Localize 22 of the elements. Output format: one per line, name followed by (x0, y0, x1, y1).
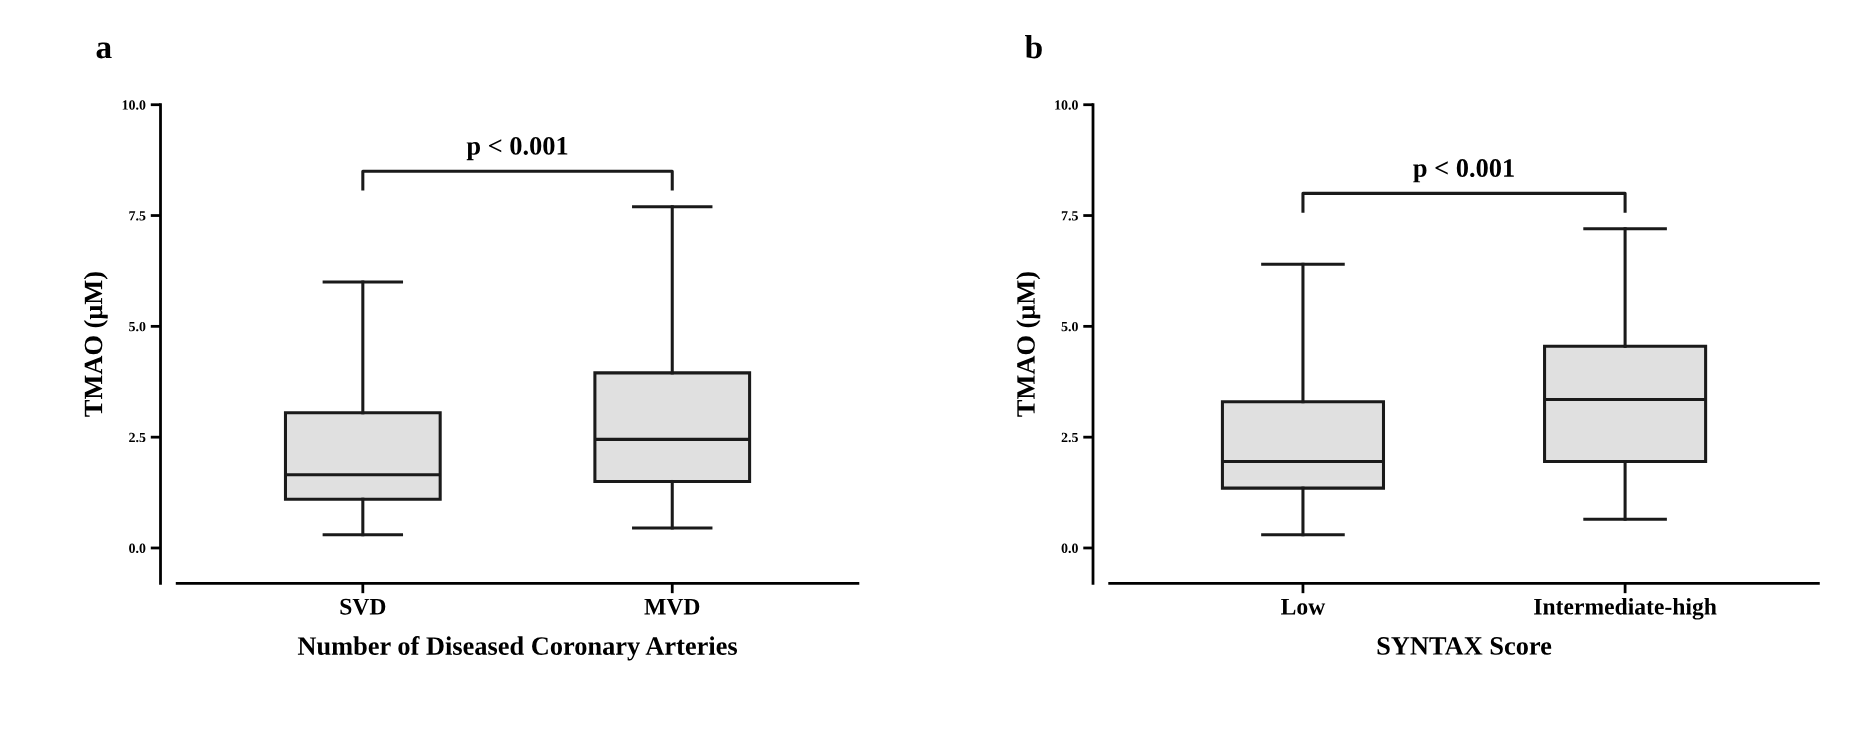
x-tick-label: SVD (340, 598, 386, 615)
y-tick-label: 7.5 (1061, 211, 1078, 221)
y-axis-title: TMAO (μM) (1016, 272, 1041, 417)
x-tick-label: Intermediate-high (1534, 598, 1717, 620)
y-tick-label: 10.0 (1055, 100, 1078, 110)
y-tick-label: 0.0 (1061, 543, 1078, 553)
x-axis-title: Number of Diseased Coronary Arteries (297, 636, 738, 661)
y-tick-label: 2.5 (129, 432, 146, 443)
y-tick-label: 7.5 (129, 211, 146, 221)
annotation: p < 0.001 (466, 136, 568, 161)
y-tick-label: 5.0 (129, 321, 146, 332)
annotation: p < 0.001 (1413, 159, 1514, 183)
x-tick-label: MVD (644, 598, 700, 615)
chart-title: a (96, 42, 112, 59)
y-tick-label: 10.0 (122, 100, 146, 110)
x-axis-title: SYNTAX Score (1377, 637, 1552, 655)
chart-title: b (1025, 34, 1042, 59)
x-tick-label: Low (1281, 598, 1326, 615)
y-tick-label: 2.5 (1061, 432, 1078, 443)
y-tick-label: 0.0 (129, 543, 146, 553)
y-tick-label: 5.0 (1061, 321, 1078, 332)
y-axis-title: TMAO (μM) (83, 272, 108, 417)
